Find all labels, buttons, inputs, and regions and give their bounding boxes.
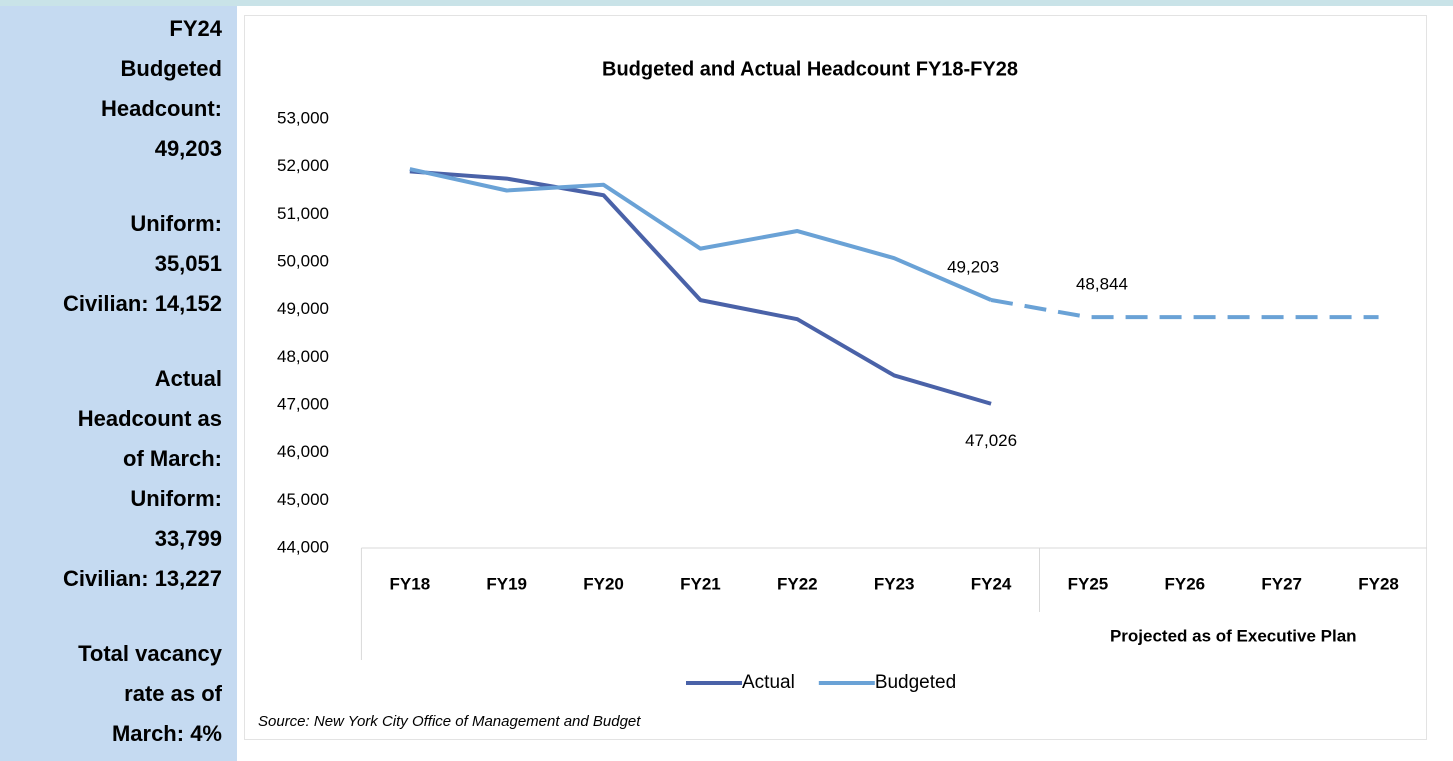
sidebar-line: Civilian: 13,227 <box>63 566 222 591</box>
y-tick-label: 48,000 <box>277 347 329 366</box>
series-line <box>409 167 992 302</box>
sidebar-line: Actual <box>154 366 222 391</box>
sidebar-block: Actual Headcount as of March: Uniform: 33,79… <box>0 359 222 599</box>
chart-title: Budgeted and Actual Headcount FY18-FY28 <box>602 58 1018 80</box>
x-tick-label: FY22 <box>777 574 818 593</box>
sidebar-block: FY24 Budgeted Headcount: 49,203 <box>0 9 222 169</box>
x-tick-label: FY26 <box>1164 574 1205 593</box>
sidebar-line: Uniform: <box>130 211 222 236</box>
y-tick-label: 52,000 <box>277 156 329 175</box>
data-label: 49,203 <box>947 257 999 276</box>
x-tick-label: FY28 <box>1358 574 1399 593</box>
data-label: 48,844 <box>1076 275 1128 294</box>
sidebar-line: Uniform: <box>130 486 222 511</box>
sidebar-line: of March: <box>123 446 222 471</box>
series-line <box>409 169 992 406</box>
sidebar-line: 49,203 <box>154 136 222 161</box>
y-tick-label: 53,000 <box>277 108 329 127</box>
sidebar-block: Uniform: 35,051 Civilian: 14,152 <box>0 204 222 324</box>
sidebar-line: Headcount as <box>77 406 222 431</box>
sidebar-block: Total vacancy rate as of March: 4% <box>0 634 222 754</box>
chart-frame <box>244 15 1427 740</box>
sidebar-line: Budgeted <box>120 56 222 81</box>
sidebar-line: 33,799 <box>154 526 222 551</box>
x-tick-label: FY23 <box>874 574 915 593</box>
sidebar-line: Total vacancy <box>78 641 222 666</box>
y-tick-label: 44,000 <box>277 537 329 556</box>
sidebar: FY24 Budgeted Headcount: 49,203 Uniform: 35,0… <box>0 6 237 761</box>
x-tick-label: FY25 <box>1068 574 1109 593</box>
y-tick-label: 45,000 <box>277 490 329 509</box>
x-tick-label: FY19 <box>486 574 527 593</box>
sidebar-line: Civilian: 14,152 <box>63 291 222 316</box>
top-band <box>0 0 1453 6</box>
sidebar-line: rate as of <box>124 681 222 706</box>
y-tick-label: 51,000 <box>277 204 329 223</box>
sidebar-line: FY24 <box>169 16 222 41</box>
sidebar-line: Headcount: <box>101 96 222 121</box>
legend-label: Actual <box>742 672 795 693</box>
sidebar-line: March: 4% <box>111 721 222 746</box>
y-tick-label: 47,000 <box>277 394 329 413</box>
y-tick-label: 46,000 <box>277 442 329 461</box>
source: Source: New York City Office of Manageme… <box>258 713 641 730</box>
x-tick-label: FY18 <box>390 574 431 593</box>
x-tick-label: FY20 <box>583 574 624 593</box>
y-tick-label: 50,000 <box>277 251 329 270</box>
series-line <box>990 298 1379 320</box>
sidebar-line: 35,051 <box>154 251 222 276</box>
data-label: 47,026 <box>965 431 1017 450</box>
x-tick-label: FY21 <box>680 574 721 593</box>
category-group-label: Projected as of Executive Plan <box>1110 626 1357 645</box>
legend-label: Budgeted <box>875 672 956 693</box>
x-tick-label: FY27 <box>1261 574 1302 593</box>
x-tick-label: FY24 <box>971 574 1012 593</box>
y-tick-label: 49,000 <box>277 299 329 318</box>
